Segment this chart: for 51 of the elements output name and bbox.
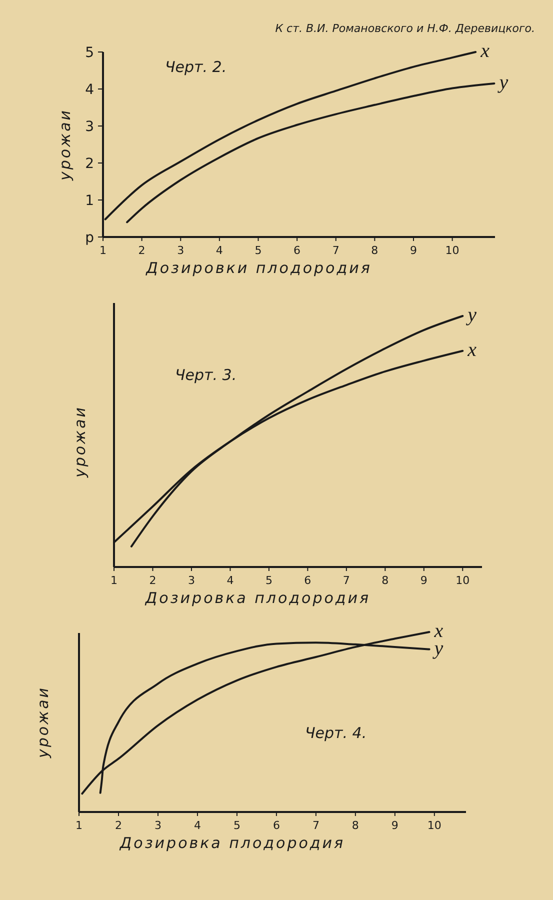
x-axis-title: Дозировка плодородия: [118, 834, 346, 852]
x-tick-label: 6: [304, 574, 312, 587]
x-tick-label: 1: [76, 819, 82, 832]
x-tick-label: 6: [272, 819, 280, 832]
x-tick-label: 9: [391, 819, 398, 832]
x-tick-label: 3: [188, 574, 195, 587]
y-tick-label: 1: [85, 193, 94, 209]
x-tick-label: 5: [233, 819, 240, 832]
series-label: y: [497, 71, 508, 94]
x-tick-label: 8: [382, 574, 389, 587]
x-tick-label: 2: [114, 819, 122, 832]
chart-title: Черт. 2.: [165, 58, 227, 76]
text: К ст. В.И. Романовского и Н.Ф. Деревицкого.: [275, 22, 535, 35]
x-tick-label: 9: [420, 574, 428, 587]
x-tick-label: 7: [312, 819, 320, 832]
series-label: x: [480, 40, 490, 62]
x-tick-label: 8: [371, 244, 378, 257]
x-tick-label: 6: [294, 244, 301, 257]
x-tick-label: 3: [154, 819, 162, 832]
x-tick-label: 5: [254, 244, 262, 257]
x-tick-label: 7: [342, 574, 350, 587]
x-tick-label: 1: [100, 244, 106, 257]
x-axis-title: Дозировка плодородия: [144, 589, 371, 607]
x-tick-label: 3: [177, 244, 184, 257]
y-tick-label: 2: [85, 156, 94, 172]
y-tick-label: р: [85, 230, 94, 246]
x-tick-label: 5: [265, 574, 272, 587]
series-label: x: [466, 338, 477, 361]
text: Черт. 4.: [305, 724, 367, 742]
x-tick-label: 9: [410, 244, 417, 257]
x-tick-label: 10: [456, 574, 470, 587]
line-series: [126, 82, 496, 224]
y-tick-label: 3: [85, 119, 94, 135]
series-label: y: [466, 304, 477, 326]
x-tick-label: 4: [194, 819, 201, 832]
x-tick-label: 4: [226, 574, 234, 587]
x-tick-label: 2: [138, 244, 146, 257]
y-axis-title: урожаи: [56, 108, 74, 182]
x-tick-label: 2: [149, 574, 156, 587]
y-tick-label: 5: [85, 45, 94, 61]
y-tick-label: 4: [85, 82, 94, 98]
y-axis-title: урожаи: [71, 405, 89, 479]
x-tick-label: 1: [110, 574, 118, 587]
x-tick-label: 10: [427, 819, 442, 832]
text: Черт. 3.: [175, 366, 237, 384]
x-tick-label: 7: [332, 244, 340, 257]
x-axis-title: Дозировки плодородия: [145, 259, 372, 277]
x-tick-label: 4: [216, 244, 223, 257]
y-axis-title: урожаи: [34, 686, 52, 760]
x-tick-label: 10: [445, 244, 460, 257]
x-tick-label: 8: [352, 819, 359, 832]
